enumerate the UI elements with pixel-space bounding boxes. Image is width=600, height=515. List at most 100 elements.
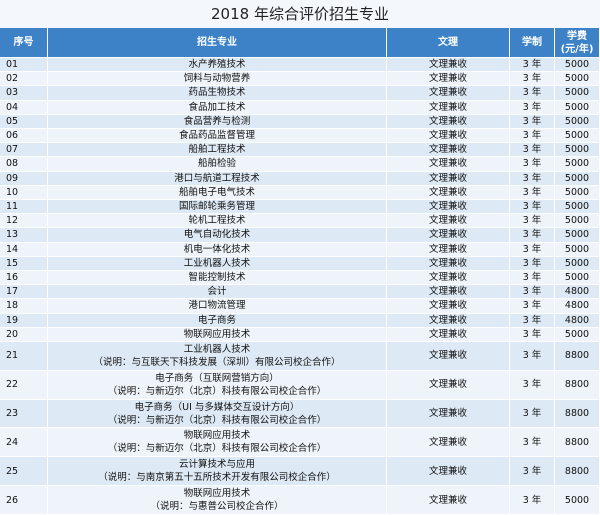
table-cell: 物联网应用技术 （说明：与新迈尔（北京）科技有限公司校企合作） xyxy=(48,428,387,458)
cell-text: 3 年 xyxy=(522,300,542,312)
table-cell: 19 xyxy=(0,313,48,328)
table-cell: 药品生物技术 xyxy=(48,86,387,101)
table-cell: 3 年 xyxy=(510,100,555,115)
cell-text: 3 年 xyxy=(522,257,542,269)
cell-text: 3 年 xyxy=(522,87,542,99)
cell-text: 物联网应用技术 xyxy=(183,488,251,500)
cell-text: 5000 xyxy=(564,130,590,142)
cell-text: 食品药品监督管理 xyxy=(178,130,255,142)
cell-text: 文理兼收 xyxy=(428,158,467,170)
table-cell: 文理兼收 xyxy=(387,271,510,286)
cell-text: 5000 xyxy=(564,229,590,241)
cell-text: 12 xyxy=(6,215,19,227)
cell-text: 23 xyxy=(6,408,19,420)
cell-text: 3 年 xyxy=(522,73,542,85)
table-cell: 3 年 xyxy=(510,342,555,371)
cell-text: 04 xyxy=(6,101,19,113)
table-cell: 电子商务（互联网营销方向） （说明：与新迈尔（北京）科技有限公司校企合作） xyxy=(48,370,387,400)
cell-text: 文理兼收 xyxy=(428,379,467,391)
cell-text: 文理兼收 xyxy=(428,408,467,420)
cell-text: 文理兼收 xyxy=(428,115,467,127)
table-cell: 5000 xyxy=(555,72,600,87)
cell-note: （说明：与新迈尔（北京）科技有限公司校企合作） xyxy=(107,414,327,426)
table-cell: 5000 xyxy=(555,157,600,172)
table-cell: 26 xyxy=(0,486,48,515)
table-cell: 5000 xyxy=(555,129,600,144)
cell-text: 22 xyxy=(6,379,19,391)
cell-text: 文理兼收 xyxy=(428,286,467,298)
cell-text: 05 xyxy=(6,115,19,127)
cell-text: 轮机工程技术 xyxy=(188,215,246,227)
cell-text: 3 年 xyxy=(522,465,542,477)
cell-text: 3 年 xyxy=(522,229,542,241)
table-cell: 电气自动化技术 xyxy=(48,228,387,243)
table-cell: 物联网应用技术 xyxy=(48,327,387,342)
cell-text: 3 年 xyxy=(522,286,542,298)
table-cell: 文理兼收 xyxy=(387,72,510,87)
table-cell: 3 年 xyxy=(510,457,555,487)
cell-text: 文理兼收 xyxy=(428,272,467,284)
table-cell: 水产养殖技术 xyxy=(48,58,387,73)
table-cell: 5000 xyxy=(555,185,600,200)
cell-text: 26 xyxy=(6,494,19,506)
table-cell: 3 年 xyxy=(510,242,555,257)
table-cell: 18 xyxy=(0,299,48,314)
cell-text: 3 年 xyxy=(522,115,542,127)
cell-text: 3 年 xyxy=(522,201,542,213)
table-cell: 04 xyxy=(0,100,48,115)
cell-text: 文理兼收 xyxy=(428,243,467,255)
cell-text: 文理兼收 xyxy=(428,465,467,477)
table-cell: 智能控制技术 xyxy=(48,271,387,286)
table-cell: 轮机工程技术 xyxy=(48,214,387,229)
header-text: 序号 xyxy=(13,37,34,48)
cell-text: 11 xyxy=(6,201,19,213)
cell-text: 09 xyxy=(6,172,19,184)
cell-text: 国际邮轮乘务管理 xyxy=(178,201,255,213)
cell-text: 物联网应用技术 xyxy=(183,328,251,340)
table-cell: 3 年 xyxy=(510,171,555,186)
cell-text: 4800 xyxy=(564,286,590,298)
table-cell: 5000 xyxy=(555,114,600,129)
table-cell: 文理兼收 xyxy=(387,428,510,458)
cell-text: 15 xyxy=(6,257,19,269)
table-cell: 食品营养与检测 xyxy=(48,114,387,129)
cell-text: 20 xyxy=(6,328,19,340)
cell-text: 3 年 xyxy=(522,408,542,420)
cell-text: 5000 xyxy=(564,272,590,284)
table-cell: 3 年 xyxy=(510,157,555,172)
cell-text: 文理兼收 xyxy=(428,229,467,241)
table-cell: 10 xyxy=(0,185,48,200)
cell-text: 01 xyxy=(6,59,19,71)
table-cell: 食品加工技术 xyxy=(48,100,387,115)
cell-text: 3 年 xyxy=(522,328,542,340)
table-cell: 24 xyxy=(0,428,48,458)
table-cell: 5000 xyxy=(555,256,600,271)
cell-text: 药品生物技术 xyxy=(188,87,246,99)
table-cell: 02 xyxy=(0,72,48,87)
cell-text: 文理兼收 xyxy=(428,101,467,113)
table-cell: 文理兼收 xyxy=(387,256,510,271)
table-cell: 国际邮轮乘务管理 xyxy=(48,200,387,215)
table-cell: 8800 xyxy=(555,399,600,429)
table-cell: 文理兼收 xyxy=(387,399,510,429)
table-cell: 3 年 xyxy=(510,313,555,328)
table-cell: 5000 xyxy=(555,143,600,158)
cell-text: 18 xyxy=(6,300,19,312)
cell-text: 文理兼收 xyxy=(428,300,467,312)
cell-text: 5000 xyxy=(564,101,590,113)
cell-text: 5000 xyxy=(564,144,590,156)
cell-text: 文理兼收 xyxy=(428,328,467,340)
header-cell: 文理 xyxy=(387,28,510,58)
header-text: 文理 xyxy=(438,37,458,48)
table-cell: 文理兼收 xyxy=(387,185,510,200)
header-cell: 学费 (元/年) xyxy=(555,28,600,58)
table-cell: 3 年 xyxy=(510,129,555,144)
cell-text: 船舶电子电气技术 xyxy=(178,186,255,198)
cell-text: 8800 xyxy=(564,379,590,391)
table-cell: 8800 xyxy=(555,370,600,400)
cell-text: 智能控制技术 xyxy=(188,272,246,284)
cell-text: 文理兼收 xyxy=(428,59,467,71)
table-cell: 4800 xyxy=(555,313,600,328)
table-cell: 文理兼收 xyxy=(387,242,510,257)
